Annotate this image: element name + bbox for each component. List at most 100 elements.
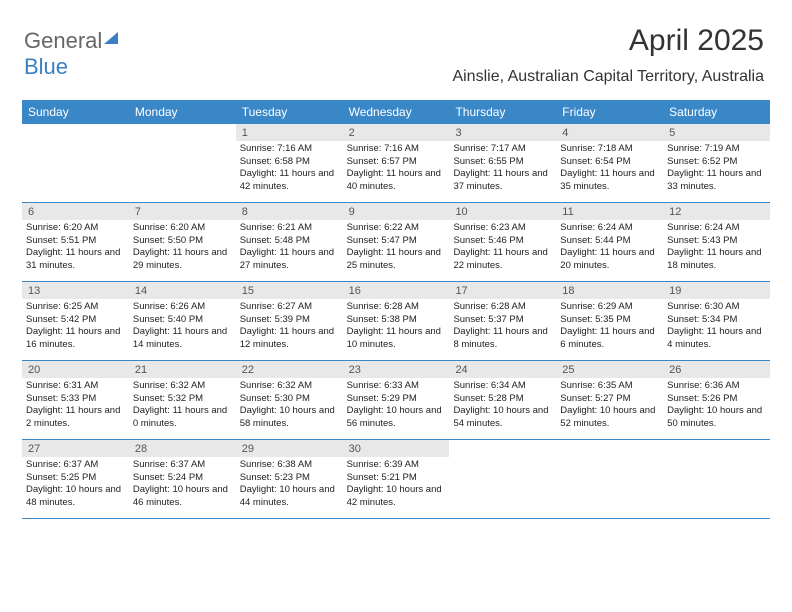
calendar-day: 20Sunrise: 6:31 AMSunset: 5:33 PMDayligh… <box>22 361 129 439</box>
day-number: 14 <box>129 282 236 299</box>
sunrise-text: Sunrise: 6:28 AM <box>453 301 552 314</box>
calendar-day: 15Sunrise: 6:27 AMSunset: 5:39 PMDayligh… <box>236 282 343 360</box>
daylight-text: Daylight: 11 hours and 31 minutes. <box>26 247 125 272</box>
sunset-text: Sunset: 5:40 PM <box>133 314 232 327</box>
sunrise-text: Sunrise: 6:30 AM <box>667 301 766 314</box>
day-number: 30 <box>343 440 450 457</box>
calendar-week: 1Sunrise: 7:16 AMSunset: 6:58 PMDaylight… <box>22 124 770 203</box>
calendar-day: 8Sunrise: 6:21 AMSunset: 5:48 PMDaylight… <box>236 203 343 281</box>
daylight-text: Daylight: 11 hours and 0 minutes. <box>133 405 232 430</box>
day-number: 28 <box>129 440 236 457</box>
location-subtitle: Ainslie, Australian Capital Territory, A… <box>452 68 764 86</box>
daylight-text: Daylight: 11 hours and 4 minutes. <box>667 326 766 351</box>
calendar-day: 25Sunrise: 6:35 AMSunset: 5:27 PMDayligh… <box>556 361 663 439</box>
day-number: 25 <box>556 361 663 378</box>
sunrise-text: Sunrise: 6:38 AM <box>240 459 339 472</box>
day-number: 21 <box>129 361 236 378</box>
daylight-text: Daylight: 11 hours and 33 minutes. <box>667 168 766 193</box>
day-number: 12 <box>663 203 770 220</box>
day-details: Sunrise: 6:32 AMSunset: 5:30 PMDaylight:… <box>236 378 343 430</box>
sunset-text: Sunset: 6:54 PM <box>560 156 659 169</box>
sunrise-text: Sunrise: 6:24 AM <box>667 222 766 235</box>
day-details: Sunrise: 6:21 AMSunset: 5:48 PMDaylight:… <box>236 220 343 272</box>
day-details: Sunrise: 6:36 AMSunset: 5:26 PMDaylight:… <box>663 378 770 430</box>
day-number: 18 <box>556 282 663 299</box>
calendar-header-cell: Monday <box>129 100 236 124</box>
sunrise-text: Sunrise: 7:17 AM <box>453 143 552 156</box>
calendar-day: 17Sunrise: 6:28 AMSunset: 5:37 PMDayligh… <box>449 282 556 360</box>
daylight-text: Daylight: 11 hours and 20 minutes. <box>560 247 659 272</box>
day-number: 13 <box>22 282 129 299</box>
calendar-day: 21Sunrise: 6:32 AMSunset: 5:32 PMDayligh… <box>129 361 236 439</box>
calendar-day: 10Sunrise: 6:23 AMSunset: 5:46 PMDayligh… <box>449 203 556 281</box>
calendar-day: 9Sunrise: 6:22 AMSunset: 5:47 PMDaylight… <box>343 203 450 281</box>
sunrise-text: Sunrise: 6:39 AM <box>347 459 446 472</box>
sunset-text: Sunset: 5:50 PM <box>133 235 232 248</box>
calendar-header-cell: Thursday <box>449 100 556 124</box>
calendar-day <box>556 440 663 518</box>
calendar-header-cell: Sunday <box>22 100 129 124</box>
daylight-text: Daylight: 11 hours and 16 minutes. <box>26 326 125 351</box>
sunset-text: Sunset: 6:55 PM <box>453 156 552 169</box>
day-details: Sunrise: 6:26 AMSunset: 5:40 PMDaylight:… <box>129 299 236 351</box>
day-number: 2 <box>343 124 450 141</box>
calendar-day: 1Sunrise: 7:16 AMSunset: 6:58 PMDaylight… <box>236 124 343 202</box>
calendar-day: 19Sunrise: 6:30 AMSunset: 5:34 PMDayligh… <box>663 282 770 360</box>
sunrise-text: Sunrise: 6:23 AM <box>453 222 552 235</box>
day-details: Sunrise: 6:31 AMSunset: 5:33 PMDaylight:… <box>22 378 129 430</box>
daylight-text: Daylight: 11 hours and 40 minutes. <box>347 168 446 193</box>
day-details: Sunrise: 6:24 AMSunset: 5:43 PMDaylight:… <box>663 220 770 272</box>
sunrise-text: Sunrise: 6:20 AM <box>133 222 232 235</box>
calendar-day: 13Sunrise: 6:25 AMSunset: 5:42 PMDayligh… <box>22 282 129 360</box>
day-number: 24 <box>449 361 556 378</box>
calendar-week: 20Sunrise: 6:31 AMSunset: 5:33 PMDayligh… <box>22 361 770 440</box>
calendar-header-cell: Tuesday <box>236 100 343 124</box>
sunset-text: Sunset: 5:33 PM <box>26 393 125 406</box>
daylight-text: Daylight: 10 hours and 56 minutes. <box>347 405 446 430</box>
daylight-text: Daylight: 10 hours and 44 minutes. <box>240 484 339 509</box>
daylight-text: Daylight: 10 hours and 42 minutes. <box>347 484 446 509</box>
calendar: SundayMondayTuesdayWednesdayThursdayFrid… <box>22 100 770 519</box>
calendar-day: 6Sunrise: 6:20 AMSunset: 5:51 PMDaylight… <box>22 203 129 281</box>
sunset-text: Sunset: 5:35 PM <box>560 314 659 327</box>
day-details: Sunrise: 6:32 AMSunset: 5:32 PMDaylight:… <box>129 378 236 430</box>
sunset-text: Sunset: 5:21 PM <box>347 472 446 485</box>
day-details: Sunrise: 6:30 AMSunset: 5:34 PMDaylight:… <box>663 299 770 351</box>
calendar-day: 28Sunrise: 6:37 AMSunset: 5:24 PMDayligh… <box>129 440 236 518</box>
daylight-text: Daylight: 10 hours and 58 minutes. <box>240 405 339 430</box>
sunset-text: Sunset: 5:30 PM <box>240 393 339 406</box>
day-number: 22 <box>236 361 343 378</box>
sunrise-text: Sunrise: 6:32 AM <box>133 380 232 393</box>
calendar-week: 13Sunrise: 6:25 AMSunset: 5:42 PMDayligh… <box>22 282 770 361</box>
sunset-text: Sunset: 5:46 PM <box>453 235 552 248</box>
sunrise-text: Sunrise: 6:25 AM <box>26 301 125 314</box>
sunrise-text: Sunrise: 6:33 AM <box>347 380 446 393</box>
calendar-header-cell: Saturday <box>663 100 770 124</box>
sunset-text: Sunset: 5:47 PM <box>347 235 446 248</box>
sunset-text: Sunset: 5:34 PM <box>667 314 766 327</box>
sunset-text: Sunset: 5:39 PM <box>240 314 339 327</box>
sunset-text: Sunset: 5:23 PM <box>240 472 339 485</box>
sunrise-text: Sunrise: 6:36 AM <box>667 380 766 393</box>
calendar-day <box>663 440 770 518</box>
daylight-text: Daylight: 11 hours and 37 minutes. <box>453 168 552 193</box>
daylight-text: Daylight: 10 hours and 50 minutes. <box>667 405 766 430</box>
sunrise-text: Sunrise: 6:24 AM <box>560 222 659 235</box>
day-number <box>22 124 129 141</box>
sunset-text: Sunset: 5:24 PM <box>133 472 232 485</box>
sunrise-text: Sunrise: 6:27 AM <box>240 301 339 314</box>
calendar-day: 12Sunrise: 6:24 AMSunset: 5:43 PMDayligh… <box>663 203 770 281</box>
calendar-week: 6Sunrise: 6:20 AMSunset: 5:51 PMDaylight… <box>22 203 770 282</box>
day-details: Sunrise: 7:17 AMSunset: 6:55 PMDaylight:… <box>449 141 556 193</box>
day-number: 16 <box>343 282 450 299</box>
day-details: Sunrise: 7:19 AMSunset: 6:52 PMDaylight:… <box>663 141 770 193</box>
day-number <box>129 124 236 141</box>
sunset-text: Sunset: 5:37 PM <box>453 314 552 327</box>
daylight-text: Daylight: 11 hours and 18 minutes. <box>667 247 766 272</box>
day-details: Sunrise: 6:39 AMSunset: 5:21 PMDaylight:… <box>343 457 450 509</box>
day-number: 23 <box>343 361 450 378</box>
day-details: Sunrise: 7:18 AMSunset: 6:54 PMDaylight:… <box>556 141 663 193</box>
day-number: 29 <box>236 440 343 457</box>
day-details: Sunrise: 6:35 AMSunset: 5:27 PMDaylight:… <box>556 378 663 430</box>
sunset-text: Sunset: 5:26 PM <box>667 393 766 406</box>
